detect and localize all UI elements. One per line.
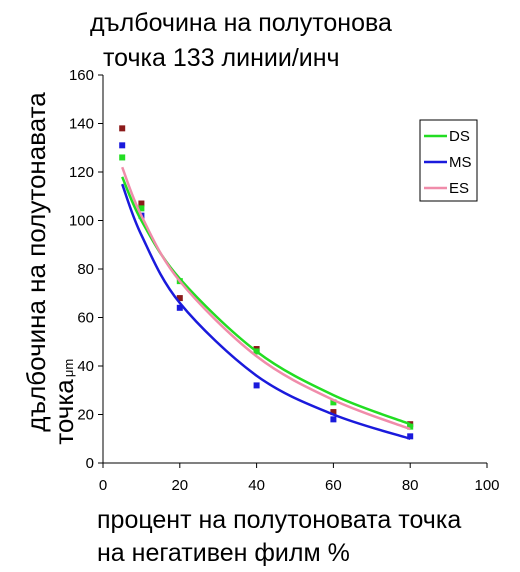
legend-label-ms: MS [449, 154, 472, 171]
x-axis-title-line-2: на негативен филм % [97, 539, 350, 567]
data-point-ms [407, 433, 414, 440]
data-point-ms [253, 382, 260, 389]
x-axis-title-line-1: процент на полутоновата точка [97, 506, 461, 534]
data-point-marker [330, 409, 337, 416]
y-axis-title: дълбочина на полутонавата точка μm [21, 92, 79, 445]
series-line-ds [121, 176, 411, 426]
data-point-ds [138, 205, 145, 212]
y-tick-label: 120 [69, 164, 94, 181]
plot-area: 0 20 40 60 80 100 120 140 160 0 20 40 60 80 100 DS MS ES [69, 67, 500, 494]
chart-title-line-2: точка 133 линии/инч [103, 44, 340, 72]
x-tick-label: 0 [99, 477, 107, 494]
data-point-ds [119, 154, 126, 161]
y-tick-label: 60 [77, 310, 94, 327]
y-axis-title-line-2: точка [49, 379, 79, 445]
data-point-ms [330, 416, 337, 423]
legend-label-es: ES [449, 180, 469, 197]
y-tick-label: 100 [69, 213, 94, 230]
data-point-marker [138, 200, 145, 207]
series-line-ms [121, 183, 411, 440]
data-point-ds [330, 399, 337, 406]
y-axis-title-line-1: дълбочина на полутонавата [21, 92, 51, 432]
x-tick-label: 40 [248, 477, 265, 494]
chart-title: дълбочина на полутонова точка 133 линии/… [90, 9, 392, 72]
y-tick-label: 0 [86, 455, 94, 472]
y-axis-unit: μm [61, 359, 76, 377]
data-point-ds [407, 423, 414, 430]
y-tick-label: 140 [69, 116, 94, 133]
data-point-marker [176, 295, 183, 302]
y-tick-label: 40 [77, 358, 94, 375]
x-tick-label: 80 [402, 477, 419, 494]
data-point-ms [119, 142, 126, 149]
y-tick-label: 20 [77, 407, 94, 424]
series-line-es [121, 166, 411, 431]
data-point-ms [176, 304, 183, 311]
x-axis-title: процент на полутоновата точка на негатив… [97, 506, 461, 567]
x-tick-label: 60 [325, 477, 342, 494]
legend-label-ds: DS [449, 128, 470, 145]
legend-box [419, 119, 478, 202]
y-tick-label: 160 [69, 67, 94, 84]
x-tick-label: 100 [474, 477, 499, 494]
y-tick-label: 80 [77, 261, 94, 278]
x-tick-label: 20 [171, 477, 188, 494]
data-point-marker [119, 125, 126, 132]
chart-title-line-1: дълбочина на полутонова [90, 9, 392, 37]
